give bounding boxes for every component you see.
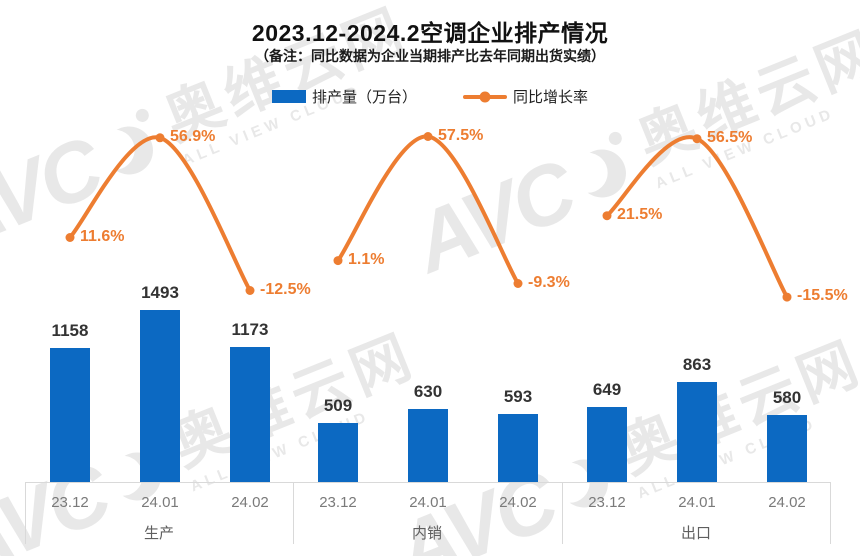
category-label: 24.02 — [231, 494, 269, 511]
chart-subtitle: （备注：同比数据为企业当期排产比去年同期出货实绩） — [255, 48, 605, 64]
legend-item-line: 同比增长率 — [463, 86, 588, 107]
growth-value-label: -15.5% — [797, 287, 848, 305]
group-separator — [562, 482, 563, 544]
growth-value-label: 11.6% — [80, 227, 125, 245]
growth-value-label: 56.5% — [707, 128, 753, 146]
growth-value-label: -12.5% — [260, 280, 311, 298]
category-label: 24.02 — [768, 494, 806, 511]
bar — [677, 382, 717, 482]
category-label: 24.01 — [678, 494, 716, 511]
growth-value-label: 57.5% — [438, 126, 484, 144]
bar — [767, 415, 807, 482]
bar — [230, 347, 270, 482]
legend-item-bar: 排产量（万台） — [271, 86, 417, 107]
category-label: 24.02 — [499, 494, 537, 511]
group-label: 出口 — [680, 525, 711, 542]
bar — [318, 423, 358, 482]
group-separator — [293, 482, 294, 544]
category-label: 23.12 — [319, 494, 357, 511]
bar-value-label: 509 — [323, 396, 353, 415]
legend: 排产量（万台） 同比增长率 — [0, 86, 860, 107]
bar-value-label: 1158 — [51, 321, 89, 340]
category-label: 23.12 — [51, 494, 89, 511]
bar-value-label: 593 — [503, 387, 533, 406]
bar — [587, 407, 627, 482]
bar-value-label: 580 — [772, 388, 802, 407]
bar — [498, 414, 538, 482]
growth-value-label: 21.5% — [617, 205, 663, 223]
bar-swatch-icon — [271, 90, 306, 103]
bar — [50, 348, 90, 482]
group-separator — [25, 482, 26, 544]
chart-title: 2023.12-2024.2空调企业排产情况 — [251, 20, 609, 46]
bar-value-label: 1493 — [141, 283, 179, 302]
growth-value-label: 56.9% — [170, 127, 216, 145]
category-label: 23.12 — [588, 494, 626, 511]
bar-value-label: 1173 — [231, 320, 269, 339]
bar — [140, 310, 180, 482]
group-label: 内销 — [411, 525, 442, 542]
group-separator — [830, 482, 831, 544]
growth-value-label: 1.1% — [348, 250, 385, 268]
legend-line-label: 同比增长率 — [513, 89, 589, 106]
bar-value-label: 863 — [682, 355, 712, 374]
bar — [408, 409, 448, 482]
legend-bar-label: 排产量（万台） — [311, 89, 417, 106]
group-label: 生产 — [143, 525, 174, 542]
line-swatch-icon — [463, 91, 507, 102]
bar-value-label: 649 — [592, 380, 622, 399]
growth-value-label: -9.3% — [528, 273, 570, 291]
category-label: 24.01 — [409, 494, 447, 511]
x-axis-line — [25, 482, 830, 483]
bar-value-label: 630 — [413, 382, 443, 401]
category-label: 24.01 — [141, 494, 179, 511]
